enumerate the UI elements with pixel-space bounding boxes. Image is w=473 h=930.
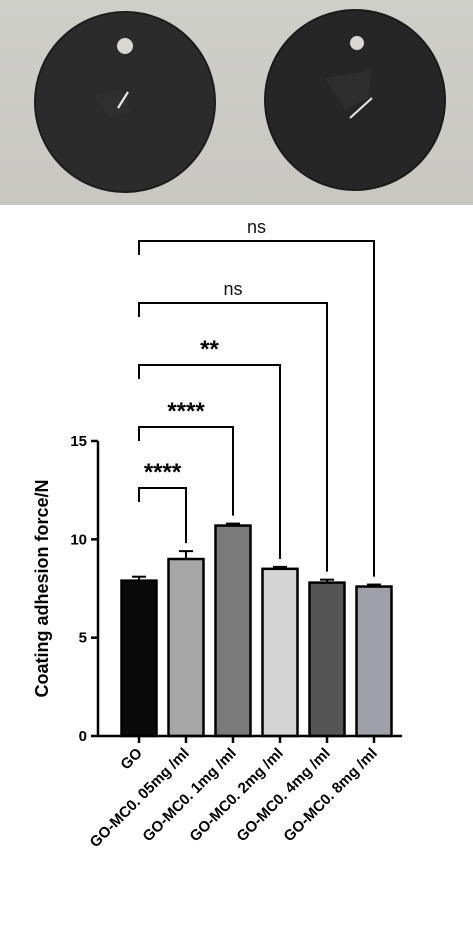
significance-bracket-1 xyxy=(138,426,234,516)
bar-1 xyxy=(167,557,205,738)
y-tick-label-0: 0 xyxy=(79,728,87,745)
x-tick-label-0: GO xyxy=(117,745,146,774)
y-tick-label-1: 5 xyxy=(79,630,87,647)
y-axis-label: Coating adhesion force/N xyxy=(32,479,52,697)
significance-label-4: ns xyxy=(247,217,266,237)
significance-label-3: ns xyxy=(223,279,242,299)
significance-bracket-3 xyxy=(138,302,328,572)
bar-3 xyxy=(261,567,299,738)
bar-0 xyxy=(120,579,158,738)
sample-disc-left xyxy=(34,11,216,193)
significance-bracket-0 xyxy=(138,487,187,544)
bar-5 xyxy=(355,585,393,738)
sample-disc-right xyxy=(264,9,446,191)
sample-photo xyxy=(0,0,473,205)
bar-4 xyxy=(308,581,346,738)
y-tick-label-3: 15 xyxy=(70,433,87,450)
significance-label-1: **** xyxy=(167,398,205,425)
significance-bracket-4 xyxy=(138,240,375,577)
y-axis: 0 5 10 15 xyxy=(70,433,100,745)
significance-bracket-2 xyxy=(138,364,281,559)
significance-label-0: **** xyxy=(144,459,182,486)
y-tick-label-2: 10 xyxy=(70,531,87,548)
bar-2 xyxy=(214,524,252,738)
significance-label-2: ** xyxy=(200,336,219,363)
sample-photo-svg xyxy=(34,9,446,193)
bars-group xyxy=(120,522,393,738)
